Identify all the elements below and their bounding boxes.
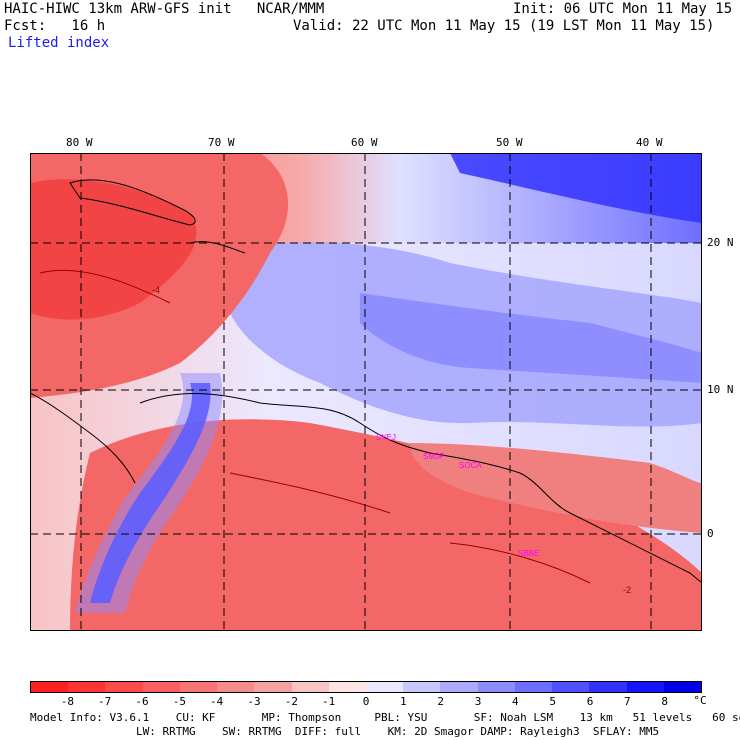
- colorbar-bin: [328, 682, 366, 692]
- unstable-core-caribbean: [30, 179, 197, 320]
- colorbar-bin: [142, 682, 180, 692]
- colorbar-bin: [589, 682, 627, 692]
- colorbar-tick-label: 2: [437, 695, 444, 708]
- grid-lines: [30, 153, 702, 631]
- colorbar-tick-label: -8: [60, 695, 74, 708]
- lon-label-80w: 80 W: [66, 136, 93, 149]
- colorbar-bin: [68, 682, 106, 692]
- station-label-syej: SYEJ: [376, 433, 396, 442]
- unstable-guiana: [410, 443, 702, 533]
- lat-label-0: 0: [707, 527, 714, 540]
- stable-region-ne: [450, 153, 702, 223]
- colorbar-tick-label: -7: [98, 695, 112, 708]
- contour-label-minus4: -4: [152, 285, 160, 295]
- station-label-sbbe: SBBE: [518, 549, 539, 558]
- colorbar-tick-label: 1: [400, 695, 407, 708]
- unstable-south-america: [70, 419, 702, 631]
- coastline-hispaniola: [189, 241, 246, 254]
- colorbar-tick-label: -5: [172, 695, 186, 708]
- colorbar-bin: [254, 682, 292, 692]
- coastline-sa: [139, 393, 702, 584]
- colorbar-bin: [477, 682, 515, 692]
- lon-label-70w: 70 W: [208, 136, 235, 149]
- contour-coarse: [39, 269, 591, 584]
- colorbar-bin: [105, 682, 143, 692]
- station-label-soca: SOCA: [459, 461, 482, 470]
- colorbar-bin: [217, 682, 255, 692]
- coastline-cuba: [69, 179, 196, 226]
- colorbar-tick-label: 8: [661, 695, 668, 708]
- lifted-index-map: SYEJ SMJP SOCA SBBE -4 -2: [30, 153, 702, 631]
- colorbar-tick-label: -2: [284, 695, 298, 708]
- colorbar-tick-label: -1: [322, 695, 336, 708]
- colorbar-bin: [552, 682, 590, 692]
- stable-core: [360, 293, 702, 383]
- forecast-hour: Fcst: 16 h: [4, 18, 106, 34]
- contour-label-minus2: -2: [623, 585, 631, 595]
- colorbar-tick-label: 4: [512, 695, 519, 708]
- colorbar-tick-label: 7: [624, 695, 631, 708]
- colorbar-tick-label: 6: [586, 695, 594, 708]
- model-title: HAIC-HIWC 13km ARW-GFS init NCAR/MMM: [4, 1, 325, 17]
- colorbar-bin: [291, 682, 329, 692]
- station-label-smjp: SMJP: [423, 452, 444, 461]
- colorbar-bin: [179, 682, 218, 692]
- lon-label-60w: 60 W: [351, 136, 378, 149]
- lon-label-50w: 50 W: [496, 136, 523, 149]
- model-info-line2: LW: RRTMG SW: RRTMG DIFF: full KM: 2D Sm…: [30, 725, 660, 738]
- colorbar-bin: [365, 682, 404, 692]
- colorbar-bin: [440, 682, 478, 692]
- colorbar-tick-label: -3: [247, 695, 261, 708]
- colorbar: [30, 681, 702, 693]
- andes-outer: [75, 373, 223, 613]
- map-frame: [30, 153, 702, 631]
- lat-label-20n: 20 N: [707, 236, 734, 249]
- colorbar-bin: [403, 682, 441, 692]
- init-time: Init: 06 UTC Mon 11 May 15: [513, 1, 733, 17]
- colorbar-bin: [514, 682, 553, 692]
- colorbar-tick-label: 5: [549, 695, 556, 708]
- colorbar-bin: [626, 682, 664, 692]
- colorbar-tick-label: -6: [135, 695, 149, 708]
- lat-label-10n: 10 N: [707, 383, 734, 396]
- colorbar-tick-label: 0: [362, 695, 370, 708]
- colorbar-tick-label: 3: [474, 695, 482, 708]
- model-info-line1: Model Info: V3.6.1 CU: KF MP: Thompson P…: [30, 711, 740, 724]
- colorbar-bin: [663, 682, 701, 692]
- colorbar-bin: [31, 682, 69, 692]
- colorbar-unit: °C: [693, 694, 707, 707]
- colorbar-tick-label: -4: [210, 695, 224, 708]
- lon-label-40w: 40 W: [636, 136, 663, 149]
- valid-time: Valid: 22 UTC Mon 11 May 15 (19 LST Mon …: [293, 18, 715, 34]
- coastline-central-america: [30, 392, 136, 484]
- field-name: Lifted index: [8, 35, 110, 51]
